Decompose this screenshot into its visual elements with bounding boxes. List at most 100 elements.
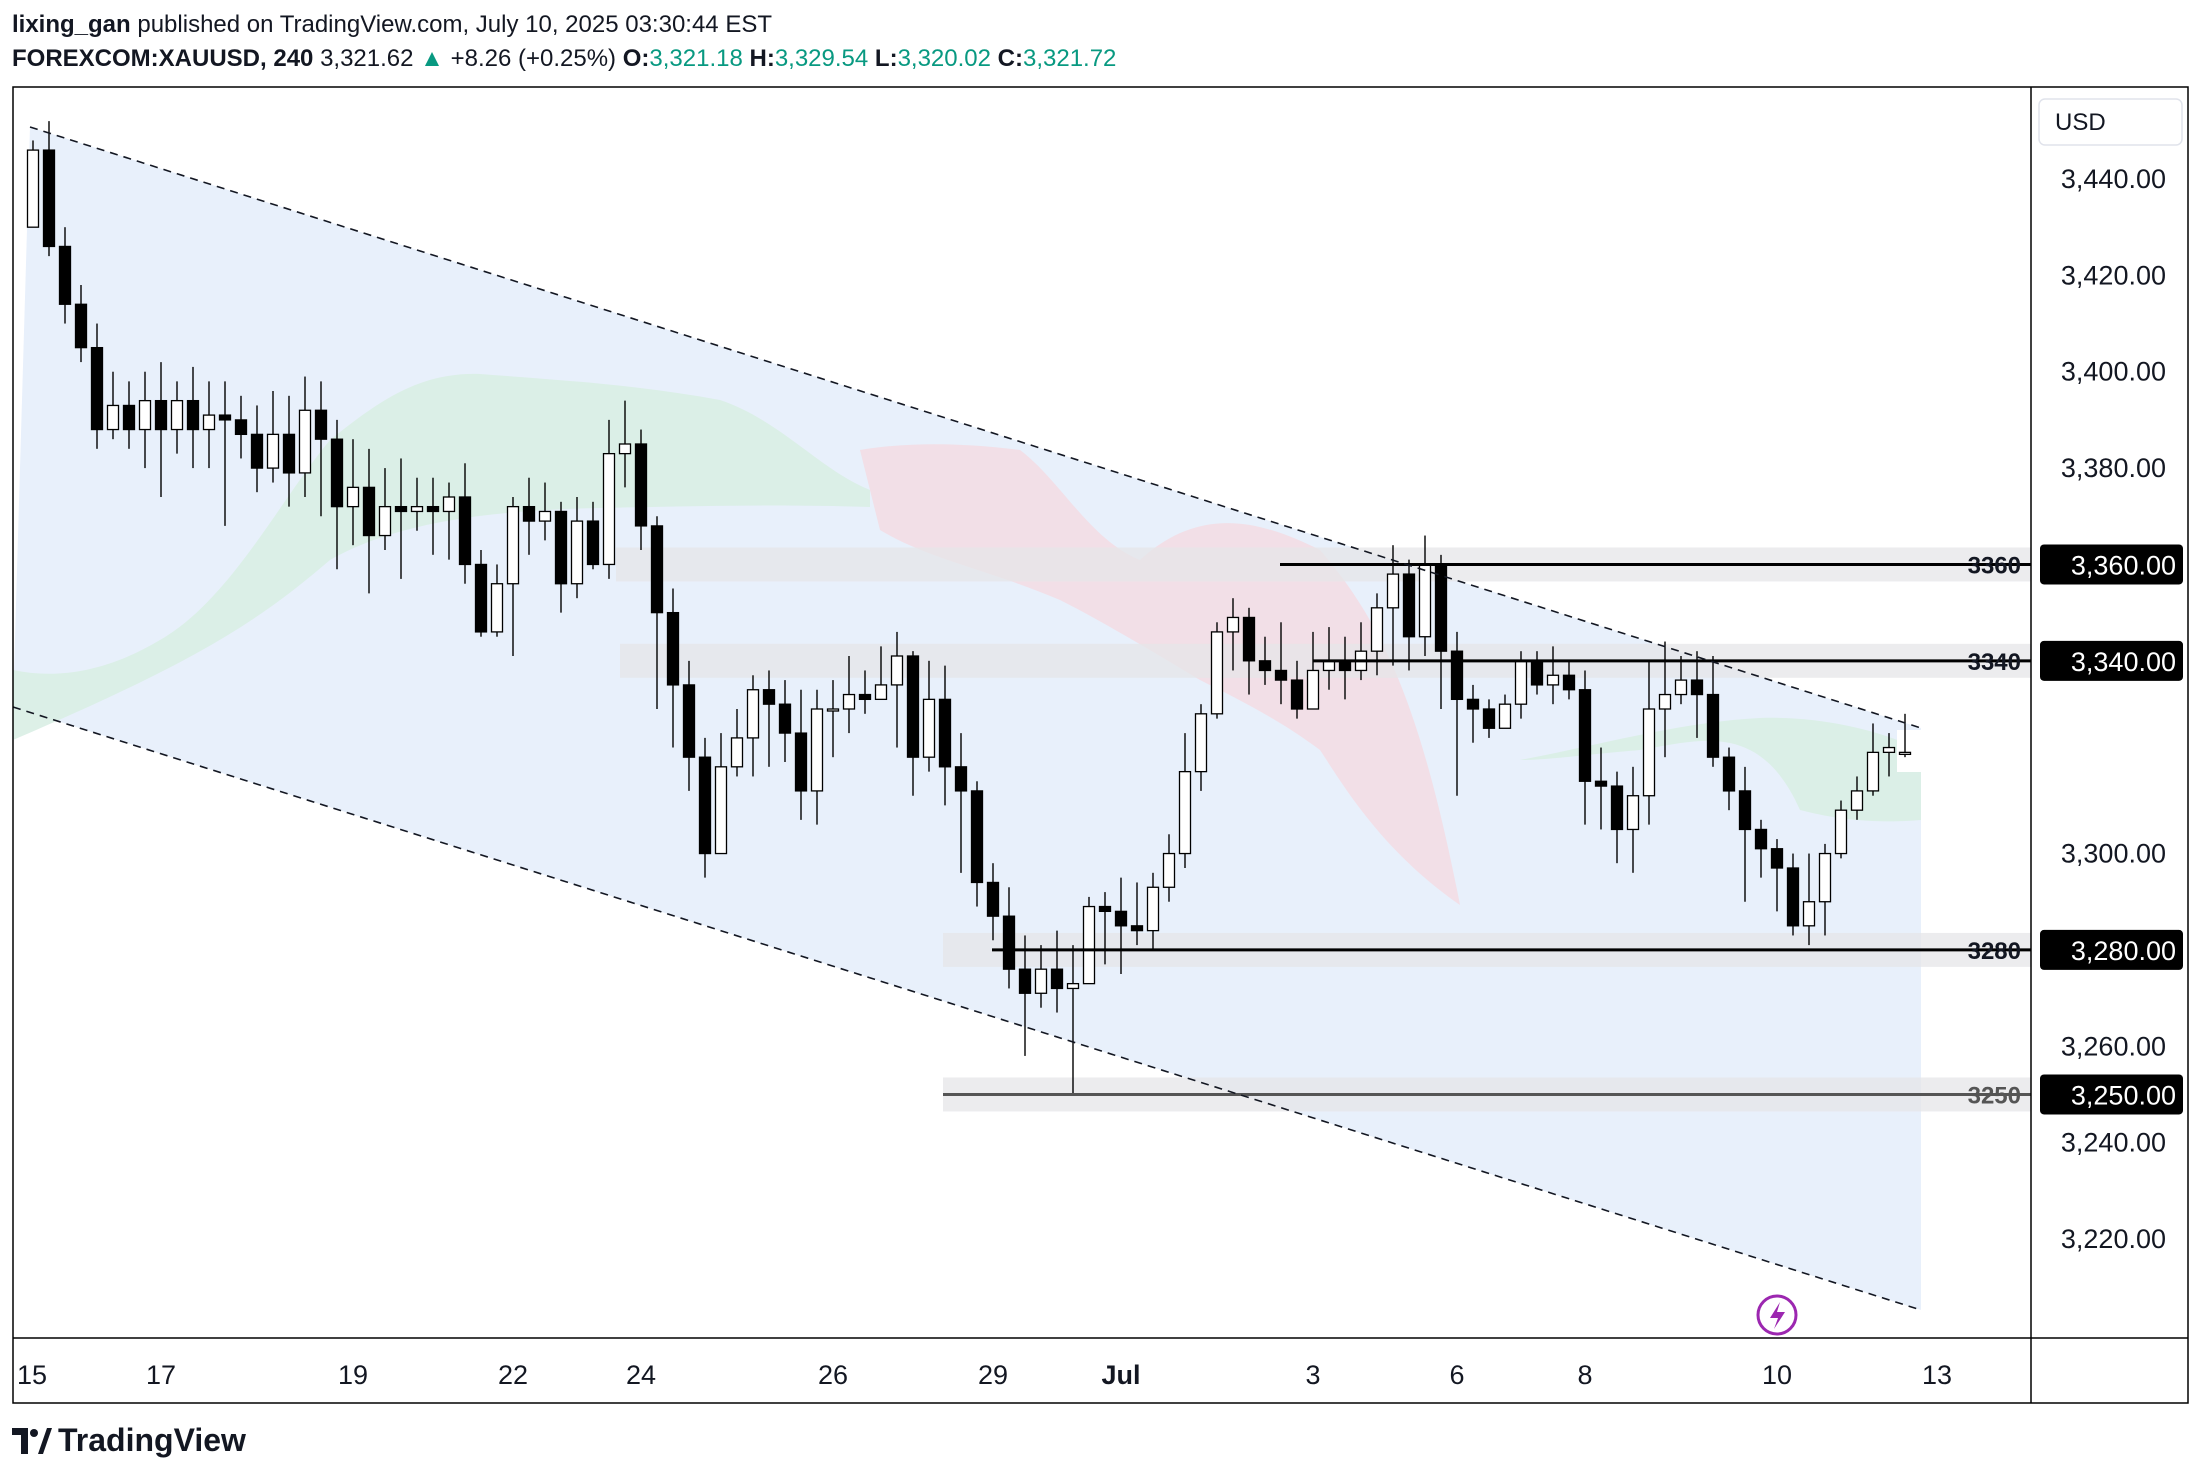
candle-body <box>570 520 584 585</box>
candle <box>458 463 472 584</box>
x-tick-label: 24 <box>626 1360 656 1390</box>
candle-body <box>1722 756 1736 792</box>
close-label: C: <box>997 45 1023 72</box>
level-label-3360: 3360 <box>1968 552 2021 579</box>
candle <box>362 448 376 594</box>
candle <box>474 550 488 637</box>
candle <box>1450 631 1464 796</box>
candle <box>1226 598 1240 671</box>
candle <box>74 285 88 363</box>
candle <box>1770 839 1784 912</box>
candle <box>346 439 360 546</box>
symbol-label[interactable]: FOREXCOM:XAUUSD, 240 <box>12 45 314 72</box>
price-tag-bg <box>2040 640 2183 681</box>
candle <box>1178 733 1192 868</box>
candle <box>1162 834 1176 902</box>
candle-body <box>698 756 712 855</box>
candle-body <box>394 505 408 513</box>
candle <box>1562 660 1576 700</box>
candle <box>314 381 328 517</box>
candle-body <box>794 732 808 792</box>
candle <box>410 477 424 531</box>
candle-body <box>1498 703 1512 729</box>
currency-selector[interactable]: USD <box>2038 98 2183 146</box>
candle-body <box>1386 573 1400 609</box>
candle-body <box>1146 886 1160 932</box>
candle <box>1130 882 1144 946</box>
candle <box>522 477 536 555</box>
candle-body <box>346 486 360 508</box>
high-label: H: <box>749 45 775 72</box>
candle <box>1050 930 1064 1013</box>
candle-body <box>1242 616 1256 662</box>
candle <box>234 395 248 459</box>
candle-body <box>1482 708 1496 729</box>
candle <box>890 631 904 748</box>
chart-frame <box>12 86 2189 1404</box>
candle-body <box>154 399 168 431</box>
candle-body <box>874 684 888 701</box>
currency-label: USD <box>2055 109 2106 136</box>
candle-body <box>90 346 104 431</box>
candle-body <box>970 790 984 884</box>
channel-lower-line <box>12 706 1922 1311</box>
candle <box>810 689 824 825</box>
candle-body <box>1610 785 1624 831</box>
author-name[interactable]: lixing_gan <box>12 11 131 38</box>
candle-body <box>1690 679 1704 696</box>
candle-body <box>938 698 952 768</box>
candle <box>938 665 952 806</box>
candle <box>1578 670 1592 825</box>
candle <box>986 863 1000 941</box>
candle <box>1802 853 1816 946</box>
candle-body <box>1130 925 1144 932</box>
candle <box>1290 660 1304 719</box>
candle <box>186 366 200 469</box>
candle-body <box>1706 693 1720 758</box>
candle-body <box>714 766 728 855</box>
x-tick-label: 8 <box>1577 1360 1592 1390</box>
y-tick-label: 3,420.00 <box>2061 260 2166 290</box>
candle-body <box>1306 669 1320 710</box>
candle-body <box>1178 770 1192 855</box>
candle-body <box>378 505 392 537</box>
candle <box>42 121 56 257</box>
candle <box>1642 660 1656 825</box>
candle-body <box>26 149 40 228</box>
candle <box>858 670 872 714</box>
candle <box>490 564 504 637</box>
candle-body <box>1754 828 1768 850</box>
candle <box>1610 771 1624 864</box>
candle <box>1274 622 1288 705</box>
last-price: 3,321.62 <box>320 45 414 72</box>
x-tick-label: 29 <box>978 1360 1008 1390</box>
candle-body <box>602 452 616 566</box>
candle <box>394 458 408 579</box>
close-value: 3,321.72 <box>1022 45 1117 72</box>
candle <box>602 419 616 579</box>
y-tick-label: 3,260.00 <box>2061 1031 2166 1061</box>
candle-body <box>186 399 200 431</box>
candle <box>762 670 776 767</box>
candle-body <box>106 404 120 431</box>
candle <box>1018 935 1032 1056</box>
candle-body <box>202 414 216 431</box>
candle <box>570 497 584 599</box>
candle-body <box>1578 689 1592 782</box>
lightning-icon[interactable] <box>1756 1294 1798 1336</box>
up-arrow-icon: ▲ <box>420 45 444 72</box>
candle-body <box>858 693 872 701</box>
candle-body <box>618 443 632 455</box>
candle <box>842 656 856 734</box>
candle <box>1482 699 1496 738</box>
candle <box>1114 877 1128 974</box>
candle <box>666 588 680 748</box>
candle-body <box>1850 790 1864 811</box>
candle-body <box>1786 867 1800 927</box>
candle-body <box>1274 669 1288 681</box>
candle <box>1098 892 1112 965</box>
candle-body <box>922 698 936 758</box>
tradingview-logo[interactable]: TradingView <box>12 1422 246 1459</box>
candle-body <box>1674 679 1688 696</box>
